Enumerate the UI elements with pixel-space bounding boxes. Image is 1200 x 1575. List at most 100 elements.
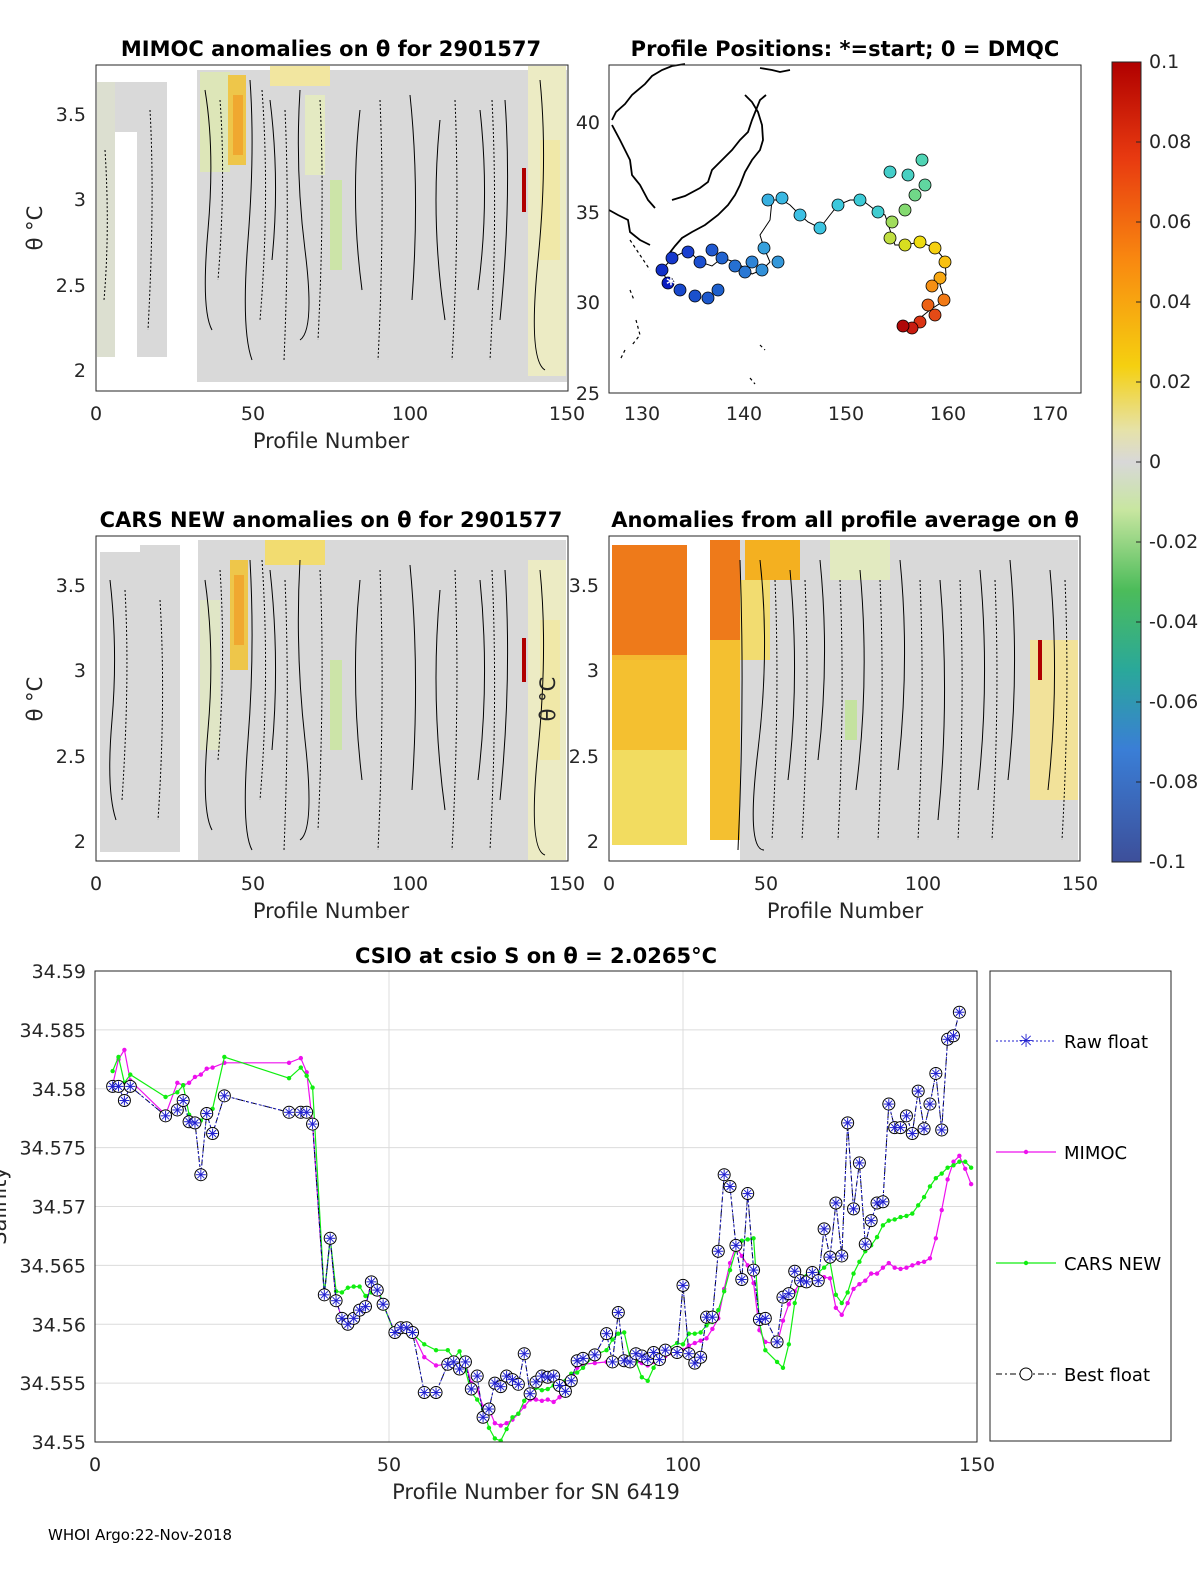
positions-panel: Profile Positions: *=start; 0 = DMQC <box>576 37 1082 425</box>
cars-xtick: 50 <box>241 873 265 895</box>
cars-new-point <box>692 1331 697 1336</box>
raw-float-point <box>472 1371 483 1382</box>
raw-float-point <box>448 1356 459 1367</box>
raw-float-point <box>695 1352 706 1363</box>
cars-new-point <box>721 1289 727 1294</box>
mimoc-point <box>833 1305 839 1310</box>
raw-float-point <box>525 1388 536 1399</box>
map-ytick: 25 <box>576 383 600 405</box>
raw-float-point <box>554 1380 565 1391</box>
raw-float-point <box>172 1104 183 1115</box>
raw-float-point <box>178 1095 189 1106</box>
average-panel: Anomalies from all profile average on θ … <box>536 508 1098 923</box>
raw-float-point <box>736 1274 747 1285</box>
colorbar: 0.1 0.08 0.06 0.04 0.02 0 -0.02 -0.04 -0.06 -0.08… <box>1111 51 1198 873</box>
raw-float-point <box>454 1363 465 1374</box>
chart-ylabel: Salinity <box>0 1167 11 1245</box>
raw-float-point <box>672 1347 683 1358</box>
raw-float-point <box>195 1169 206 1180</box>
chart-title: CSIO at csio S on θ = 2.0265°C <box>355 944 717 968</box>
raw-float-point <box>372 1285 383 1296</box>
average-ytick: 2 <box>587 831 599 853</box>
chart-ytick: 34.59 <box>32 961 86 983</box>
cars-new-point <box>763 1347 768 1353</box>
cars-new-point <box>821 1265 827 1270</box>
cars-new-point <box>522 1398 527 1403</box>
mimoc-point <box>786 1302 792 1307</box>
raw-float-point <box>407 1327 418 1338</box>
raw-float-point <box>907 1128 918 1139</box>
raw-float-point <box>660 1345 671 1356</box>
cars-ylabel: θ °C <box>23 677 47 722</box>
cars-new-point <box>351 1284 356 1289</box>
raw-float-point <box>625 1356 636 1367</box>
raw-float-point <box>119 1095 130 1106</box>
raw-float-point <box>648 1347 659 1358</box>
cars-xtick: 150 <box>549 873 585 895</box>
raw-float-point <box>901 1110 912 1121</box>
cars-new-point <box>574 1370 580 1375</box>
mimoc-point <box>898 1266 903 1272</box>
cars-title: CARS NEW anomalies on θ for 2901577 <box>100 508 563 532</box>
chart-ytick: 34.555 <box>20 1373 86 1395</box>
cars-new-point <box>163 1094 168 1100</box>
colorbar-tick-label: 0.1 <box>1149 51 1179 73</box>
average-axes-box <box>608 535 1081 862</box>
chart-xlabel: Profile Number for SN 6419 <box>392 1480 680 1504</box>
mimoc-point <box>592 1360 597 1366</box>
cars-new-point <box>698 1330 703 1335</box>
start-marker-icon: * <box>666 274 676 295</box>
raw-float-point <box>930 1068 941 1079</box>
mimoc-point <box>957 1153 962 1159</box>
cars-new-point <box>839 1300 844 1306</box>
mimoc-point <box>910 1263 915 1268</box>
average-xlabel: Profile Number <box>767 899 924 923</box>
mimoc-xlabel: Profile Number <box>253 429 410 453</box>
map-xtick: 140 <box>726 403 762 425</box>
mimoc-point <box>921 1259 927 1265</box>
colorbar-ticks: 0.1 0.08 0.06 0.04 0.02 0 -0.02 -0.04 -0.06 -0.08… <box>1136 51 1198 873</box>
mimoc-point <box>968 1181 974 1187</box>
raw-float-point <box>866 1215 877 1226</box>
cars-new-point <box>645 1378 650 1383</box>
raw-float-point <box>636 1351 647 1362</box>
chart-axes-box <box>94 970 978 1443</box>
raw-float-point <box>348 1313 359 1324</box>
cars-new-point <box>310 1085 315 1090</box>
raw-float-point <box>219 1090 230 1101</box>
raw-float-point <box>419 1387 430 1398</box>
cars-ytick: 3 <box>74 660 86 682</box>
raw-float-point <box>366 1276 377 1287</box>
map-axes-box <box>608 64 1082 394</box>
average-xtick: 0 <box>603 873 615 895</box>
raw-float-point <box>578 1353 589 1364</box>
raw-float-point <box>295 1107 306 1118</box>
cars-new-point <box>780 1365 786 1371</box>
raw-float-point <box>895 1122 906 1133</box>
mimoc-point <box>122 1047 127 1053</box>
raw-float-point <box>683 1348 694 1359</box>
raw-float-point <box>707 1312 718 1323</box>
cars-new-point <box>433 1347 439 1353</box>
cars-new-point <box>110 1068 115 1074</box>
mimoc-point <box>210 1065 215 1070</box>
cars-new-point <box>545 1386 550 1392</box>
raw-float-point <box>619 1355 630 1366</box>
cars-new-point <box>886 1218 891 1223</box>
mimoc-point <box>857 1282 862 1287</box>
cars-new-point <box>933 1176 939 1181</box>
raw-float-point <box>848 1203 859 1214</box>
mimoc-point <box>492 1420 498 1426</box>
float-track: * <box>655 153 952 335</box>
mimoc-heatmap <box>97 66 567 382</box>
chart-ticks: 0 50 100 150 34.55 34.555 34.56 34.565 34.57 34.5… <box>20 961 996 1476</box>
footer-text: WHOI Argo:22-Nov-2018 <box>48 1526 232 1544</box>
raw-float-point <box>113 1081 124 1092</box>
raw-float-point <box>772 1336 783 1347</box>
cars-new-point <box>363 1293 368 1299</box>
chart-ytick: 34.58 <box>32 1079 86 1101</box>
cars-new-point <box>457 1349 462 1354</box>
mimoc-point <box>951 1159 956 1164</box>
chart-series <box>106 1005 974 1442</box>
cars-new-point <box>857 1259 862 1265</box>
